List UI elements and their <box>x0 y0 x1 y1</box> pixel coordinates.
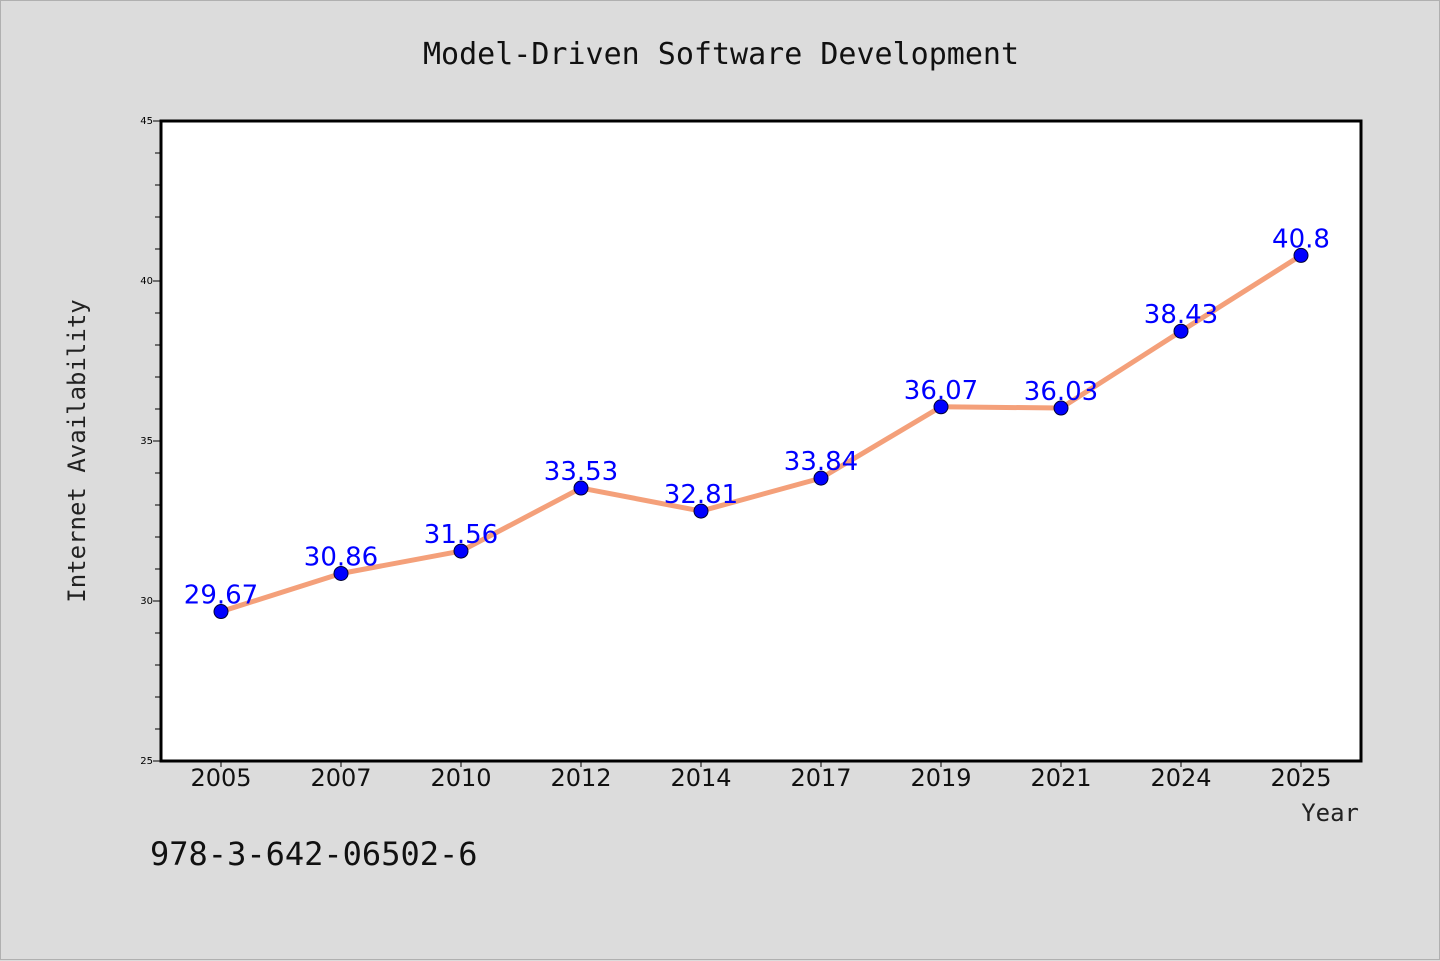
data-label: 29.67 <box>184 581 258 611</box>
x-tick-label: 2012 <box>550 764 611 792</box>
y-tick-label: 45 <box>140 116 153 127</box>
data-label: 31.56 <box>424 520 498 550</box>
y-axis: 25 30 35 40 45 <box>140 116 161 767</box>
x-tick-label: 2017 <box>790 764 851 792</box>
data-point <box>1173 323 1189 339</box>
x-tick-label: 2010 <box>430 764 491 792</box>
y-tick-label: 25 <box>140 756 153 767</box>
y-axis-title: Internet Availability <box>63 299 91 602</box>
y-tick-label: 30 <box>140 596 153 607</box>
y-tick-label: 35 <box>140 436 153 447</box>
y-tick-label: 40 <box>140 276 153 287</box>
data-markers <box>213 247 1309 620</box>
data-point <box>1053 400 1069 416</box>
data-label: 32.81 <box>664 480 738 510</box>
x-axis: 2005 2007 2010 2012 2014 2017 2019 2021 2024 2025 <box>190 761 1332 792</box>
data-point <box>213 604 229 620</box>
data-point <box>333 565 349 581</box>
data-label: 36.07 <box>904 376 978 406</box>
data-label: 40.8 <box>1272 224 1330 254</box>
x-tick-label: 2021 <box>1030 764 1091 792</box>
data-point <box>933 399 949 415</box>
series-line <box>218 252 1304 615</box>
data-point <box>693 503 709 519</box>
data-point <box>813 470 829 486</box>
x-tick-label: 2014 <box>670 764 731 792</box>
x-tick-label: 2007 <box>310 764 371 792</box>
data-label: 30.86 <box>304 542 378 572</box>
data-point <box>1293 247 1309 263</box>
x-tick-label: 2024 <box>1150 764 1211 792</box>
x-tick-label: 2025 <box>1270 764 1331 792</box>
data-point <box>573 480 589 496</box>
isbn-text: 978-3-642-06502-6 <box>150 835 478 873</box>
x-tick-label: 2005 <box>190 764 251 792</box>
plot-area <box>159 119 1363 763</box>
data-labels: 29.67 30.86 31.56 33.53 32.81 33.84 36.07 36.03… <box>184 224 1330 610</box>
data-label: 36.03 <box>1024 377 1098 407</box>
x-axis-title: Year <box>1301 799 1359 827</box>
data-label: 38.43 <box>1144 300 1218 330</box>
data-label: 33.53 <box>544 457 618 487</box>
chart-title: Model-Driven Software Development <box>423 37 1019 72</box>
x-tick-label: 2019 <box>910 764 971 792</box>
data-label: 33.84 <box>784 447 858 477</box>
data-point <box>453 543 469 559</box>
